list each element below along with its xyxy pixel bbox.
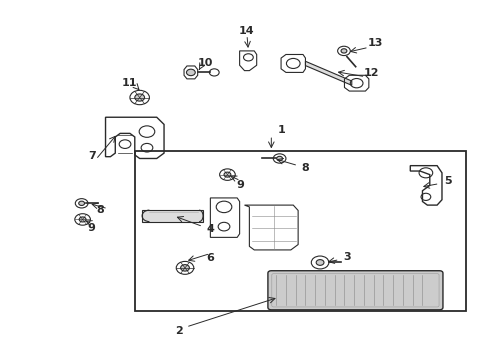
Circle shape	[224, 172, 230, 177]
Text: 4: 4	[206, 225, 214, 234]
Circle shape	[79, 217, 86, 222]
Text: 1: 1	[277, 125, 285, 135]
FancyBboxPatch shape	[267, 271, 442, 310]
Circle shape	[340, 49, 346, 53]
Circle shape	[135, 94, 144, 101]
Text: 8: 8	[97, 206, 104, 216]
Text: 7: 7	[88, 150, 96, 161]
Text: 11: 11	[122, 78, 138, 88]
Text: 6: 6	[206, 253, 214, 263]
Circle shape	[79, 201, 84, 206]
Circle shape	[180, 265, 189, 271]
Text: 10: 10	[198, 58, 213, 68]
Text: 13: 13	[367, 38, 382, 48]
Text: 12: 12	[363, 68, 378, 78]
Polygon shape	[305, 61, 351, 85]
Text: 3: 3	[343, 252, 350, 262]
Circle shape	[316, 260, 324, 265]
Circle shape	[276, 156, 282, 161]
Text: 14: 14	[239, 26, 254, 36]
Text: 5: 5	[443, 176, 451, 186]
Polygon shape	[142, 210, 203, 222]
Circle shape	[186, 69, 195, 76]
Text: 8: 8	[301, 163, 309, 173]
Text: 9: 9	[236, 180, 244, 190]
Text: 9: 9	[87, 223, 95, 233]
Bar	[135, 151, 466, 311]
Text: 2: 2	[174, 325, 182, 336]
